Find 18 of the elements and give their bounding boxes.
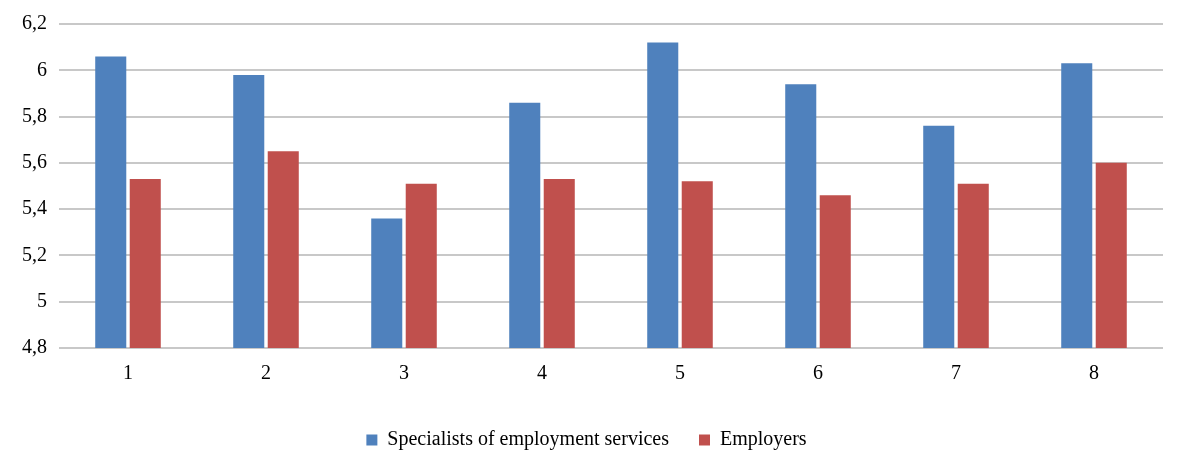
x-tick-label: 4 (537, 361, 547, 384)
y-tick-label: 4,8 (22, 335, 47, 358)
x-tick-label: 2 (261, 361, 271, 384)
y-tick-label: 5,6 (22, 150, 47, 173)
y-tick-label: 5,2 (22, 242, 47, 265)
y-tick-label: 6,2 (22, 11, 47, 34)
y-tick-label: 6 (37, 57, 47, 80)
legend-label: Specialists of employment services (387, 427, 670, 451)
x-tick-label: 1 (123, 361, 133, 384)
y-tick-label: 5 (37, 288, 47, 311)
y-tick-label: 5,4 (22, 196, 47, 219)
x-tick-label: 7 (951, 361, 961, 384)
x-tick-label: 6 (813, 361, 823, 384)
y-tick-label: 5,8 (22, 103, 47, 126)
x-tick-label: 8 (1089, 361, 1099, 384)
x-tick-label: 5 (675, 361, 685, 384)
legend-label: Employers (719, 427, 807, 451)
x-tick-label: 3 (399, 361, 409, 384)
